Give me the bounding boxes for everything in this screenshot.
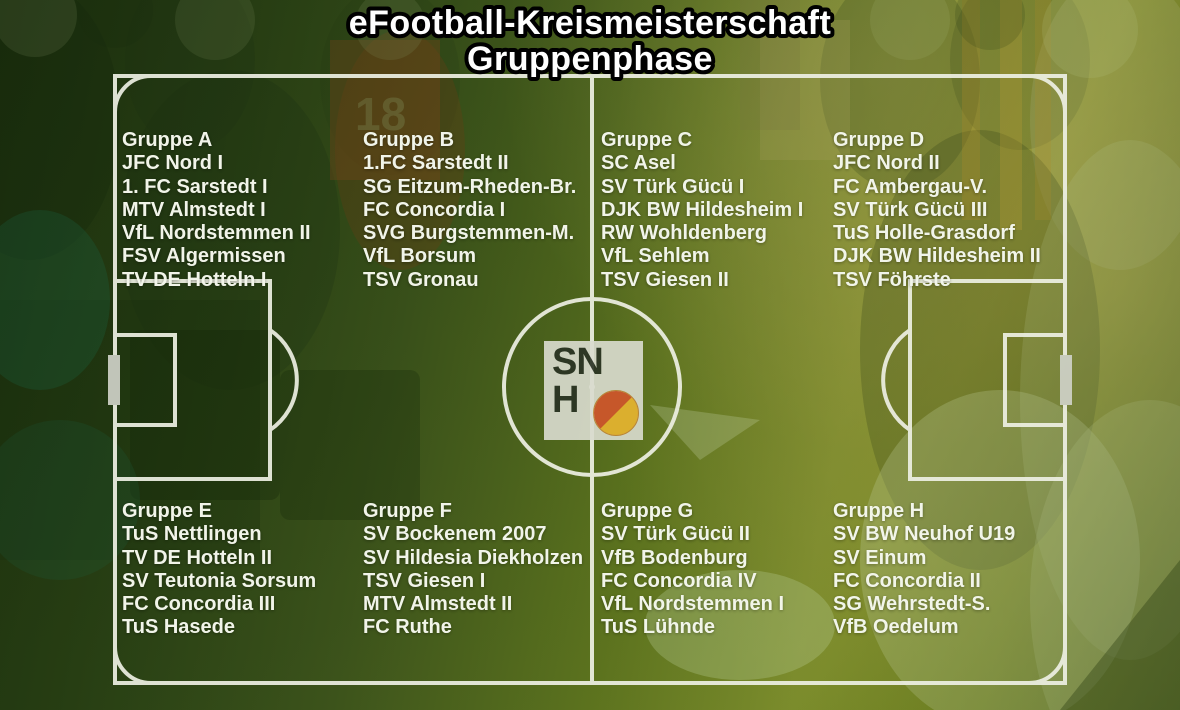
svg-text:eFootball-Kreismeisterschaft: eFootball-Kreismeisterschaft	[349, 4, 832, 42]
svg-text:Gruppenphase: Gruppenphase	[467, 40, 713, 78]
